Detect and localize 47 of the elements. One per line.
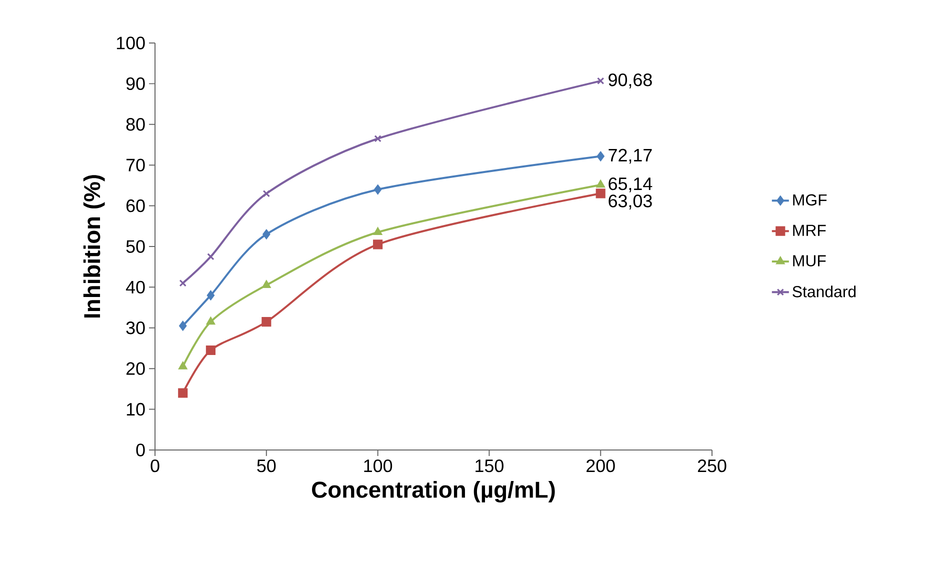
x-tick-label: 50	[257, 459, 276, 472]
y-tick-label: 60	[126, 199, 145, 212]
x-axis-title: Concentration (µg/mL)	[312, 481, 555, 502]
point	[262, 229, 270, 240]
point	[596, 180, 605, 188]
point	[207, 253, 214, 260]
x-tick-label: 150	[476, 459, 504, 472]
point	[262, 316, 272, 327]
point	[206, 345, 216, 356]
y-tick-label: 50	[126, 240, 145, 253]
legend-label: MGF	[793, 194, 827, 206]
data-label: 90,68	[608, 74, 652, 88]
point	[262, 190, 270, 198]
point	[374, 227, 382, 236]
point	[206, 316, 215, 325]
y-tick-label: 70	[126, 158, 145, 172]
x-tick-label: 0	[150, 459, 160, 472]
y-tick-label: 30	[126, 322, 145, 334]
point	[178, 362, 188, 370]
x-tick-label: 250	[698, 459, 726, 472]
data-label: 63,03	[608, 194, 652, 210]
point	[374, 135, 382, 142]
point	[262, 280, 271, 288]
x-tick-label: 100	[364, 459, 392, 472]
point	[206, 290, 214, 300]
y-tick-label: 40	[126, 280, 145, 294]
y-axis-title: Inhibition (%)	[83, 175, 105, 318]
x-tick-label: 200	[586, 459, 615, 472]
y-tick-label: 10	[126, 402, 145, 416]
legend-label: MUF	[793, 255, 826, 266]
point	[178, 388, 188, 398]
point	[179, 280, 186, 287]
point	[374, 184, 382, 194]
y-tick-label: 80	[126, 118, 145, 131]
y-tick-label: 100	[116, 36, 145, 50]
data-label: 72,17	[608, 148, 652, 164]
point	[373, 240, 383, 250]
y-tick-label: 90	[126, 77, 145, 90]
data-label: 65,14	[608, 177, 652, 192]
point	[596, 151, 604, 162]
point	[596, 188, 606, 198]
y-tick-label: 20	[126, 362, 145, 375]
point	[179, 321, 187, 331]
y-tick-label: 0	[136, 444, 145, 456]
legend-label: MRF	[793, 224, 826, 236]
legend-label: Standard	[792, 286, 856, 298]
point	[596, 77, 604, 85]
